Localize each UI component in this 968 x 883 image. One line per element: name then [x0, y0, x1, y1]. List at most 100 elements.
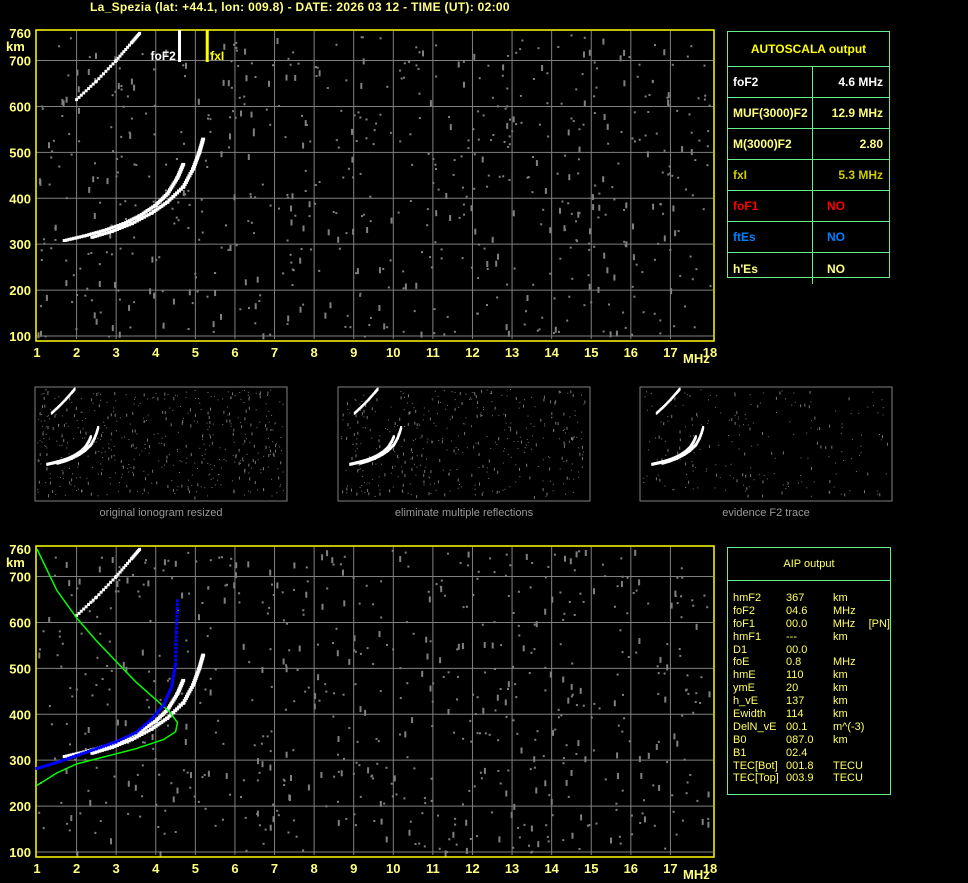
trace-point	[163, 701, 167, 705]
noise-dot	[549, 457, 551, 459]
noise-dot	[420, 331, 423, 338]
aip-row: foE 0.8 MHz	[728, 656, 890, 669]
noise-dot	[360, 36, 363, 39]
noise-dot	[346, 436, 348, 440]
noise-dot	[65, 96, 68, 103]
noise-dot	[200, 486, 202, 488]
noise-dot	[647, 409, 649, 411]
noise-dot	[187, 412, 189, 414]
noise-dot	[400, 396, 402, 400]
trace-point	[107, 230, 112, 234]
noise-dot	[67, 442, 68, 444]
trace-point	[182, 699, 187, 703]
trace-point	[174, 643, 178, 646]
noise-dot	[525, 427, 527, 429]
noise-dot	[745, 418, 747, 420]
noise-dot	[549, 467, 551, 471]
trace-point	[170, 682, 174, 686]
noise-dot	[134, 396, 136, 398]
noise-dot	[491, 415, 493, 417]
noise-dot	[572, 394, 574, 397]
aip-param: hmF2	[733, 592, 762, 604]
trace-point	[167, 690, 171, 694]
trace-point	[92, 231, 96, 235]
noise-dot	[351, 488, 352, 492]
noise-dot	[437, 395, 439, 397]
noise-dot	[258, 300, 261, 303]
noise-dot	[663, 672, 666, 675]
noise-dot	[418, 842, 421, 845]
noise-dot	[671, 414, 673, 418]
noise-dot	[663, 422, 665, 426]
noise-dot	[106, 427, 108, 429]
noise-dot	[368, 482, 370, 484]
trace-point	[694, 435, 697, 439]
noise-dot	[324, 312, 327, 319]
noise-dot	[158, 773, 161, 776]
noise-dot	[664, 847, 667, 850]
noise-dot	[709, 394, 711, 396]
noise-dot	[835, 473, 837, 475]
noise-dot	[314, 202, 317, 205]
noise-dot	[399, 697, 402, 699]
noise-dot	[536, 730, 539, 733]
noise-dot	[94, 78, 97, 80]
noise-dot	[542, 437, 544, 439]
noise-dot	[531, 396, 533, 398]
noise-dot	[234, 461, 236, 463]
trace-point	[116, 224, 121, 227]
noise-dot	[204, 688, 207, 691]
noise-dot	[708, 691, 711, 698]
noise-dot	[481, 156, 484, 163]
noise-dot	[148, 706, 150, 709]
noise-dot	[127, 780, 130, 787]
noise-dot	[162, 322, 165, 329]
noise-dot	[54, 224, 57, 231]
noise-dot	[415, 438, 416, 440]
noise-dot	[620, 557, 623, 560]
noise-dot	[243, 103, 246, 106]
trace-point	[175, 607, 179, 610]
noise-dot	[647, 111, 650, 113]
noise-dot	[409, 820, 412, 823]
noise-dot	[667, 420, 669, 422]
noise-dot	[193, 795, 196, 798]
noise-dot	[115, 400, 117, 402]
noise-dot	[153, 104, 156, 107]
noise-dot	[620, 131, 623, 133]
noise-dot	[147, 414, 149, 416]
noise-dot	[225, 460, 227, 462]
noise-dot	[197, 800, 200, 803]
noise-dot	[346, 487, 348, 491]
trace-point	[137, 218, 142, 222]
noise-dot	[99, 820, 102, 823]
trace-point	[353, 411, 356, 415]
trace-point	[663, 405, 665, 408]
noise-dot	[375, 463, 377, 465]
noise-dot	[174, 560, 177, 567]
noise-dot	[359, 403, 361, 405]
noise-dot	[95, 451, 97, 455]
noise-dot	[615, 330, 618, 337]
noise-dot	[581, 73, 584, 76]
noise-dot	[298, 645, 301, 652]
noise-dot	[151, 256, 154, 263]
noise-dot	[567, 795, 570, 798]
noise-dot	[810, 495, 812, 497]
noise-dot	[145, 112, 147, 115]
trace-point	[139, 217, 144, 220]
noise-dot	[482, 464, 484, 468]
noise-dot	[527, 415, 529, 417]
noise-dot	[707, 817, 710, 820]
noise-dot	[223, 459, 225, 461]
thumbnail-1	[34, 386, 288, 502]
noise-dot	[71, 402, 73, 403]
noise-dot	[547, 840, 550, 843]
noise-dot	[486, 304, 488, 306]
noise-dot	[282, 403, 284, 405]
noise-dot	[689, 395, 691, 397]
noise-dot	[667, 416, 669, 417]
noise-dot	[162, 326, 165, 329]
noise-dot	[345, 817, 348, 820]
noise-dot	[253, 232, 255, 235]
